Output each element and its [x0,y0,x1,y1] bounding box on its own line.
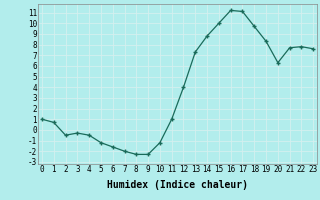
X-axis label: Humidex (Indice chaleur): Humidex (Indice chaleur) [107,180,248,190]
